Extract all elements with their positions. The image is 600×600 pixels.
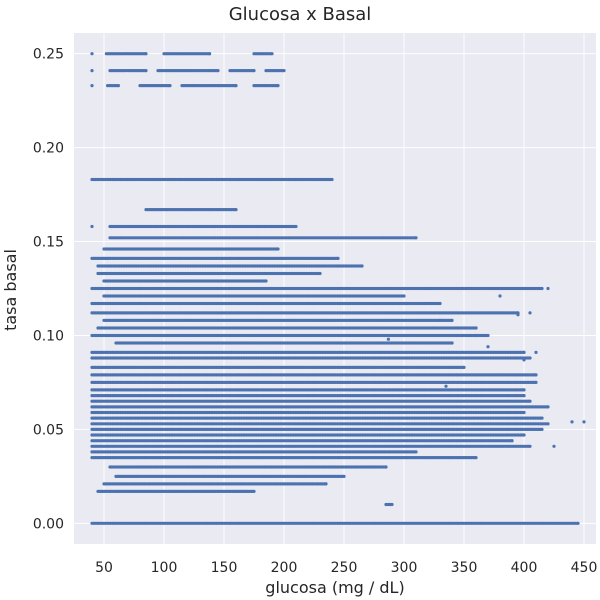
data-point	[486, 333, 490, 338]
data-point	[450, 341, 454, 345]
data-point	[402, 294, 406, 298]
data-point	[330, 177, 334, 182]
data-point	[522, 388, 526, 392]
data-point	[438, 301, 442, 306]
data-point	[208, 52, 212, 56]
data-points	[90, 52, 586, 525]
data-point	[540, 286, 544, 291]
data-point	[90, 69, 94, 73]
data-point	[360, 264, 364, 268]
data-point	[276, 247, 280, 251]
data-point	[336, 256, 340, 260]
data-point	[534, 373, 538, 377]
data-point	[234, 84, 238, 88]
data-point	[90, 84, 94, 88]
data-point	[462, 365, 466, 369]
data-point	[264, 279, 268, 283]
data-point	[270, 52, 274, 56]
data-point	[318, 271, 322, 276]
data-point	[522, 350, 526, 354]
data-point	[144, 52, 148, 56]
data-point	[252, 69, 256, 73]
chart-title: Glucosa x Basal	[229, 4, 372, 25]
data-point	[534, 380, 538, 384]
data-point	[474, 326, 478, 330]
data-point	[234, 208, 238, 212]
data-point	[116, 84, 120, 88]
data-point	[282, 69, 286, 73]
data-point	[168, 84, 172, 88]
data-point	[276, 84, 280, 88]
data-point	[144, 69, 148, 73]
data-point	[528, 356, 532, 360]
data-point	[216, 69, 220, 73]
data-point	[450, 318, 454, 322]
data-point	[90, 224, 94, 229]
data-point	[522, 394, 526, 398]
data-point	[90, 52, 94, 56]
data-point	[294, 224, 298, 229]
data-point	[414, 236, 418, 240]
